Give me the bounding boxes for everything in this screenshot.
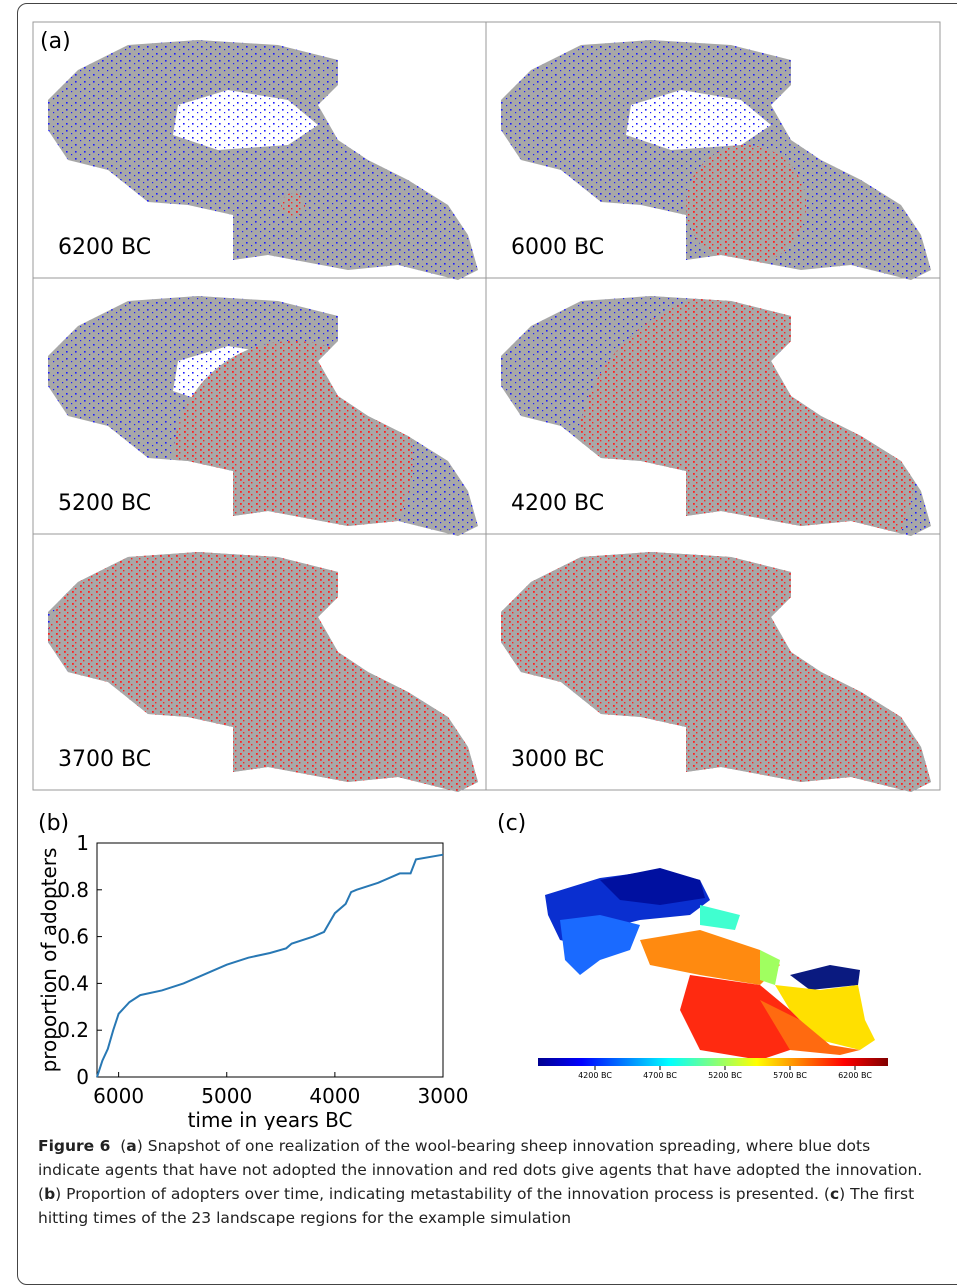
- map-label: 5200 BC: [58, 491, 151, 516]
- y-axis-label: proportion of adopters: [37, 848, 61, 1073]
- region-map: [545, 868, 875, 1060]
- caption-text: ) The first hitting times of the 23 land…: [38, 1185, 915, 1227]
- colorbar-tick-label: 5200 BC: [708, 1071, 742, 1080]
- colorbar-tick-label: 4700 BC: [643, 1071, 677, 1080]
- panel-label: (b): [38, 811, 69, 836]
- panel-label: (a): [40, 29, 71, 54]
- caption: Figure 6 (a) Snapshot of one realization…: [38, 1134, 928, 1230]
- map-label: 4200 BC: [511, 491, 604, 516]
- caption-text: b: [44, 1185, 56, 1203]
- panel-c: (c) 4200 BC 4700 BC 5200 BC 5700 BC 6200 BC: [497, 811, 888, 1080]
- y-tick-label: 0.4: [57, 971, 89, 995]
- caption-label: Figure 6: [38, 1137, 111, 1155]
- map-label: 3700 BC: [58, 747, 151, 772]
- y-tick-label: 0.2: [57, 1018, 89, 1042]
- x-tick-label: 6000: [93, 1084, 144, 1108]
- map-label: 6200 BC: [58, 235, 151, 260]
- x-tick-label: 4000: [309, 1084, 360, 1108]
- caption-text: (: [120, 1137, 127, 1155]
- caption-text: a: [126, 1137, 137, 1155]
- map-label: 6000 BC: [511, 235, 604, 260]
- axes-frame: [96, 842, 444, 1078]
- y-tick-label: 1: [76, 831, 89, 855]
- y-tick-label: 0: [76, 1065, 89, 1089]
- caption-text: ) Proportion of adopters over time, indi…: [55, 1185, 830, 1203]
- y-tick-label: 0.8: [57, 878, 89, 902]
- caption-text: c: [829, 1185, 840, 1203]
- map-label: 3000 BC: [511, 747, 604, 772]
- panel-label: (c): [497, 811, 526, 836]
- x-axis-label: time in years BC: [188, 1108, 353, 1130]
- data-line: [96, 853, 444, 1078]
- panel-b: (b) 0 0.2 0.4 0.6 0.8 1 6000 5000 4000 3000 time i…: [37, 811, 468, 1130]
- x-tick-label: 3000: [418, 1084, 469, 1108]
- colorbar-tick-label: 4200 BC: [578, 1071, 612, 1080]
- colorbar-tick-label: 6200 BC: [838, 1071, 872, 1080]
- x-tick-label: 5000: [201, 1084, 252, 1108]
- panel-a: (a) 6200 BC 6000 BC 5200 BC 4200 BC 3700 BC 3…: [32, 21, 941, 792]
- colorbar: [538, 1058, 888, 1066]
- figure: (a) 6200 BC 6000 BC 5200 BC 4200 BC 3700 BC 3…: [32, 21, 941, 1130]
- y-tick-label: 0.6: [57, 925, 89, 949]
- colorbar-tick-label: 5700 BC: [773, 1071, 807, 1080]
- caption-text: ) Snapshot of one realization of the woo…: [38, 1137, 923, 1203]
